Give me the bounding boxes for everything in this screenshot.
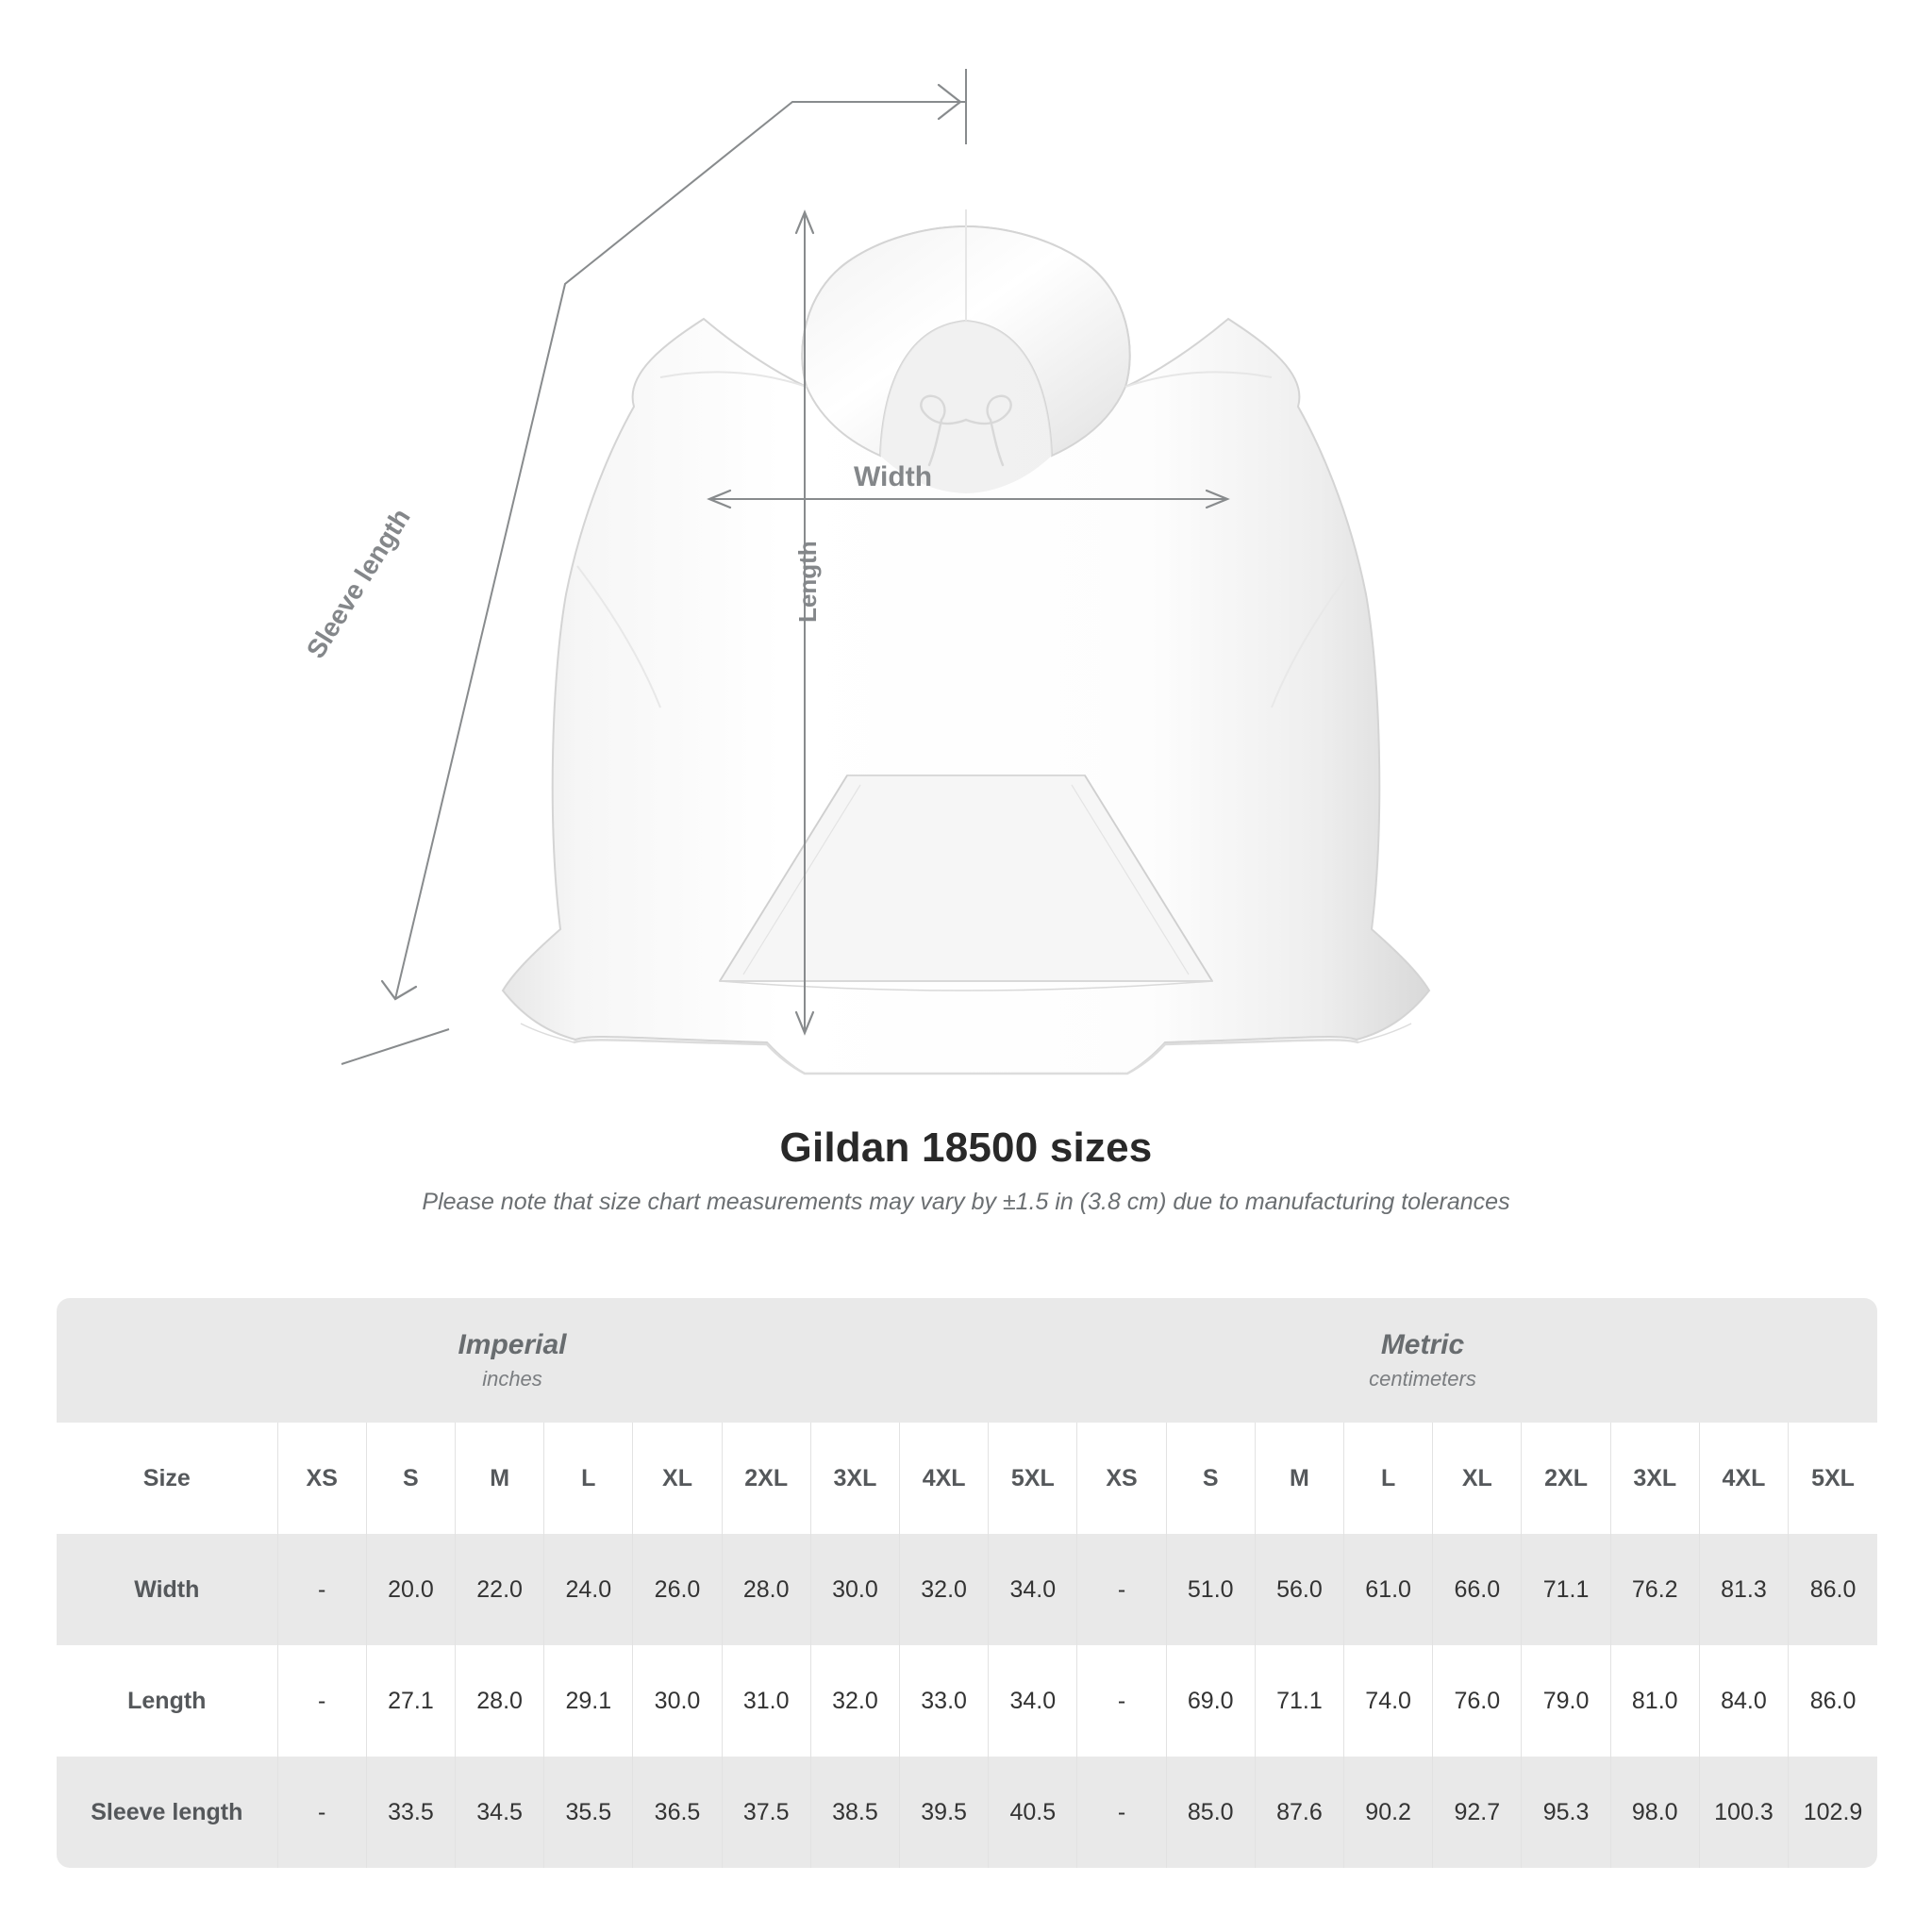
svg-text:Length: Length <box>793 541 822 623</box>
svg-text:Width: Width <box>854 461 932 492</box>
svg-text:Sleeve length: Sleeve length <box>301 504 416 664</box>
